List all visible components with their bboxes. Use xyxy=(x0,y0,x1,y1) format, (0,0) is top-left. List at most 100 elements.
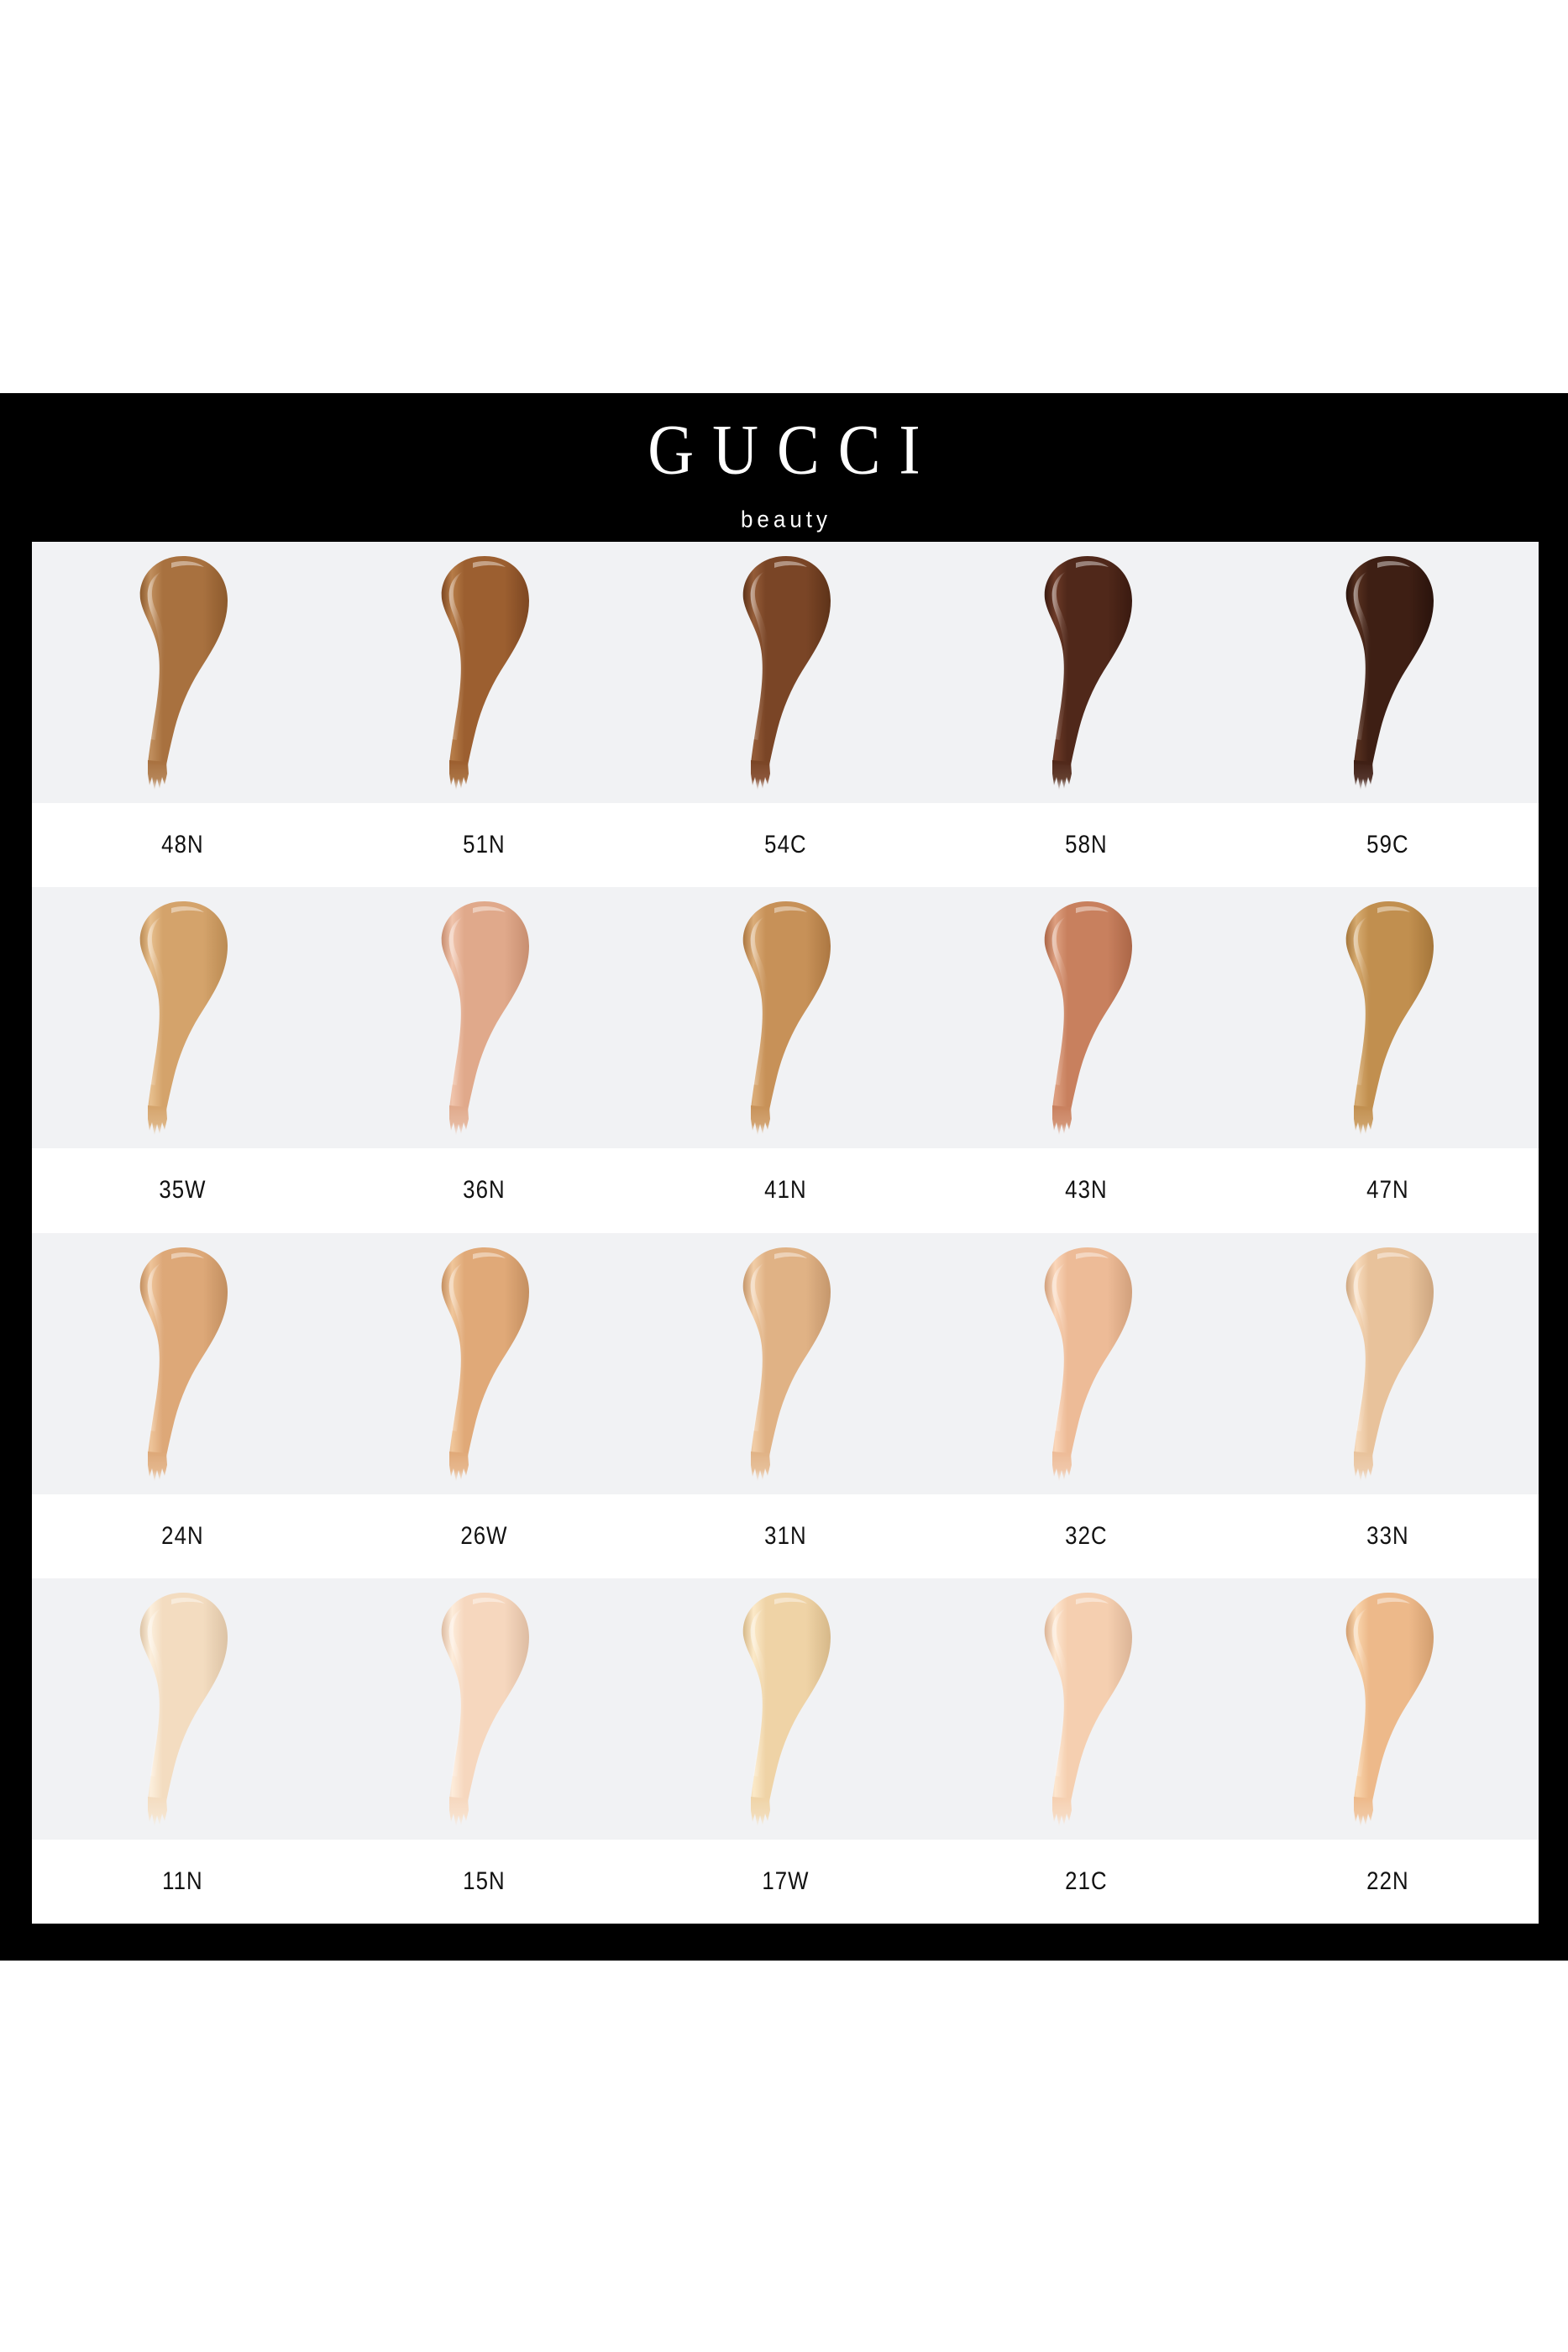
swatch-body xyxy=(441,1592,530,1802)
shade-swatch-graphic xyxy=(1345,1247,1434,1482)
swatch-gloss xyxy=(448,1263,468,1431)
swatch-gloss xyxy=(1353,917,1371,1086)
shade-swatch-graphic xyxy=(140,1247,228,1482)
shade-chart-card: GUCCI beauty xyxy=(0,393,1568,1961)
shade-swatch-43n[interactable] xyxy=(936,887,1237,1148)
shade-swatch-47n[interactable] xyxy=(1237,887,1539,1148)
shade-label-22n: 22N xyxy=(1366,1866,1409,1895)
shade-swatch-35w[interactable] xyxy=(32,887,333,1148)
swatch-tail xyxy=(1353,760,1373,790)
shade-swatch-51n[interactable] xyxy=(333,542,635,803)
shade-label-51n: 51N xyxy=(462,831,506,859)
shade-swatch-graphic xyxy=(441,556,530,790)
swatch-body xyxy=(742,901,831,1111)
shade-swatch-33n[interactable] xyxy=(1237,1233,1539,1494)
swatch-body xyxy=(1345,1247,1434,1457)
shade-swatch-24n[interactable] xyxy=(32,1233,333,1494)
shade-label-36n: 36N xyxy=(462,1176,506,1205)
swatch-tail xyxy=(1353,1105,1373,1137)
shade-swatch-41n[interactable] xyxy=(635,887,936,1148)
shade-label-41n: 41N xyxy=(763,1176,807,1205)
shade-swatch-graphic xyxy=(1044,556,1132,790)
swatch-glint xyxy=(1377,906,1410,914)
swatch-glint xyxy=(1377,1597,1410,1604)
shade-swatch-59c[interactable] xyxy=(1237,542,1539,803)
swatch-glint xyxy=(171,906,205,914)
shade-label-15n: 15N xyxy=(462,1866,506,1895)
shade-swatch-graphic xyxy=(1345,1592,1434,1827)
shade-swatch-36n[interactable] xyxy=(333,887,635,1148)
swatch-gloss xyxy=(750,917,768,1086)
shade-label-48n: 48N xyxy=(161,831,204,859)
shade-label-35w: 35W xyxy=(159,1176,207,1205)
swatch-gloss xyxy=(1353,1263,1371,1431)
shade-swatch-graphic xyxy=(742,1247,831,1482)
swatch-body xyxy=(742,1592,831,1802)
swatch-body xyxy=(140,1247,228,1457)
shade-swatch-17w[interactable] xyxy=(635,1578,936,1840)
swatch-body xyxy=(140,1592,228,1802)
swatch-band xyxy=(32,1578,1539,1840)
swatch-body xyxy=(441,1247,530,1457)
shade-swatch-graphic xyxy=(140,556,228,790)
shade-swatch-graphic xyxy=(1345,901,1434,1137)
shade-label-21c: 21C xyxy=(1065,1866,1109,1895)
shade-swatch-graphic xyxy=(742,556,831,790)
shade-swatch-graphic xyxy=(441,901,530,1137)
shade-swatch-48n[interactable] xyxy=(32,542,333,803)
swatch-gloss xyxy=(448,917,468,1086)
shade-swatch-graphic xyxy=(1044,1247,1132,1482)
swatch-gloss xyxy=(750,572,768,740)
swatch-body xyxy=(140,556,228,765)
shade-swatch-graphic xyxy=(1345,556,1434,790)
swatch-tail xyxy=(750,760,770,790)
shade-swatch-22n[interactable] xyxy=(1237,1578,1539,1840)
swatch-tail xyxy=(1353,1451,1373,1482)
swatch-glint xyxy=(1377,1252,1410,1259)
shade-label-24n: 24N xyxy=(161,1521,204,1550)
label-band: 11N 15N 17W 21C 22N xyxy=(32,1839,1539,1924)
swatch-glint xyxy=(774,1597,807,1604)
swatch-tail xyxy=(449,1451,469,1482)
shade-swatch-58n[interactable] xyxy=(936,542,1237,803)
shade-swatch-graphic xyxy=(742,901,831,1137)
shade-row: 24N 26W 31N 32C 33N xyxy=(32,1232,1539,1578)
swatch-glint xyxy=(171,1597,205,1604)
shade-swatch-15n[interactable] xyxy=(333,1578,635,1840)
swatch-body xyxy=(1044,556,1132,765)
shade-swatch-26w[interactable] xyxy=(333,1233,635,1494)
swatch-gloss xyxy=(448,1608,468,1777)
swatch-gloss xyxy=(1051,1263,1070,1431)
shade-swatch-31n[interactable] xyxy=(635,1233,936,1494)
shade-swatch-11n[interactable] xyxy=(32,1578,333,1840)
beauty-subline: beauty xyxy=(740,506,832,533)
swatch-glint xyxy=(1075,1597,1109,1604)
swatch-body xyxy=(1345,556,1434,765)
shade-label-26w: 26W xyxy=(460,1521,508,1550)
swatch-glint xyxy=(473,1252,506,1259)
swatch-gloss xyxy=(1353,1608,1371,1777)
swatch-glint xyxy=(171,1252,205,1259)
swatch-tail xyxy=(1353,1796,1373,1827)
shade-label-33n: 33N xyxy=(1366,1521,1409,1550)
swatch-band xyxy=(32,1232,1539,1494)
swatch-glint xyxy=(774,1252,807,1259)
swatch-glint xyxy=(1377,560,1410,568)
shade-label-47n: 47N xyxy=(1366,1176,1409,1205)
swatch-gloss xyxy=(148,917,166,1086)
swatch-band xyxy=(32,887,1539,1149)
shade-swatch-graphic xyxy=(1044,1592,1132,1827)
label-band: 35W 36N 41N 43N 47N xyxy=(32,1148,1539,1233)
swatch-tail xyxy=(750,1796,770,1827)
shade-label-43n: 43N xyxy=(1065,1176,1109,1205)
shade-swatch-54c[interactable] xyxy=(635,542,936,803)
shade-swatch-21c[interactable] xyxy=(936,1578,1237,1840)
label-band: 48N 51N 54C 58N 59C xyxy=(32,803,1539,888)
shade-label-11n: 11N xyxy=(162,1866,203,1895)
swatch-gloss xyxy=(448,572,468,740)
swatch-body xyxy=(140,901,228,1111)
shade-swatch-graphic xyxy=(140,1592,228,1827)
shade-swatch-32c[interactable] xyxy=(936,1233,1237,1494)
shade-label-58n: 58N xyxy=(1065,831,1109,859)
swatch-glint xyxy=(1075,906,1109,914)
